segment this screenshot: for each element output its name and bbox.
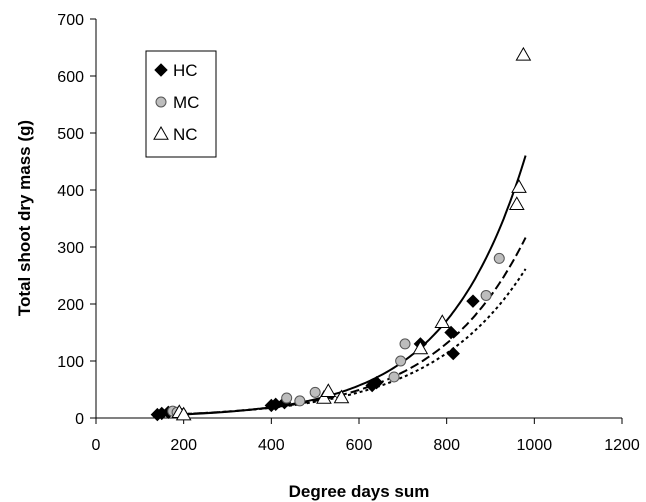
legend-marker-hc — [154, 63, 168, 77]
point-hc — [466, 294, 480, 308]
trend-line-nc — [157, 155, 527, 417]
point-hc — [369, 375, 384, 390]
point-mc — [395, 355, 407, 367]
legend-label-nc: NC — [173, 125, 198, 144]
point-nc — [320, 383, 337, 397]
x-tick-label: 600 — [346, 437, 373, 454]
y-axis-title: Total shoot dry mass (g) — [15, 120, 34, 316]
axes: 0 100 200 300 400 500 600 700 0 200 400 600 800 1000 1… — [57, 12, 640, 454]
legend: HC MC NC — [145, 50, 217, 158]
point-nc — [175, 406, 192, 421]
x-axis-title: Degree days sum — [289, 482, 430, 501]
legend-label-mc: MC — [173, 93, 199, 112]
y-tick-label: 700 — [57, 12, 84, 29]
y-tick-label: 0 — [75, 411, 84, 428]
x-tick-label: 1000 — [517, 437, 553, 454]
y-tick-label: 400 — [57, 183, 84, 200]
legend-marker-mc — [155, 96, 167, 108]
point-nc — [511, 179, 527, 193]
point-mc — [399, 338, 411, 350]
legend-marker-nc — [153, 125, 169, 140]
point-mc — [294, 395, 306, 407]
point-mc — [309, 386, 321, 398]
x-tick-label: 800 — [433, 437, 460, 454]
point-nc — [412, 340, 429, 355]
point-nc — [333, 389, 350, 404]
point-hc — [444, 325, 458, 340]
x-tick-label: 0 — [92, 437, 101, 454]
point-mc — [388, 371, 400, 383]
data-points — [150, 46, 532, 422]
x-tick-label: 400 — [258, 437, 285, 454]
y-tick-label: 200 — [57, 297, 84, 314]
x-tick-label: 1200 — [604, 437, 640, 454]
point-mc — [480, 289, 492, 301]
trend-lines — [157, 155, 527, 417]
y-tick-label: 300 — [57, 240, 84, 257]
x-tick-label: 200 — [170, 437, 197, 454]
point-nc — [508, 196, 525, 210]
y-tick-label: 500 — [57, 126, 84, 143]
y-tick-label: 100 — [57, 354, 84, 371]
y-tick-label: 600 — [57, 69, 84, 86]
point-nc — [434, 314, 451, 328]
point-mc — [281, 392, 293, 404]
point-nc — [515, 46, 532, 61]
point-mc — [493, 252, 505, 264]
legend-label-hc: HC — [173, 61, 198, 80]
point-nc — [316, 390, 332, 404]
trend-line-hc — [157, 237, 527, 417]
point-hc — [446, 346, 460, 361]
